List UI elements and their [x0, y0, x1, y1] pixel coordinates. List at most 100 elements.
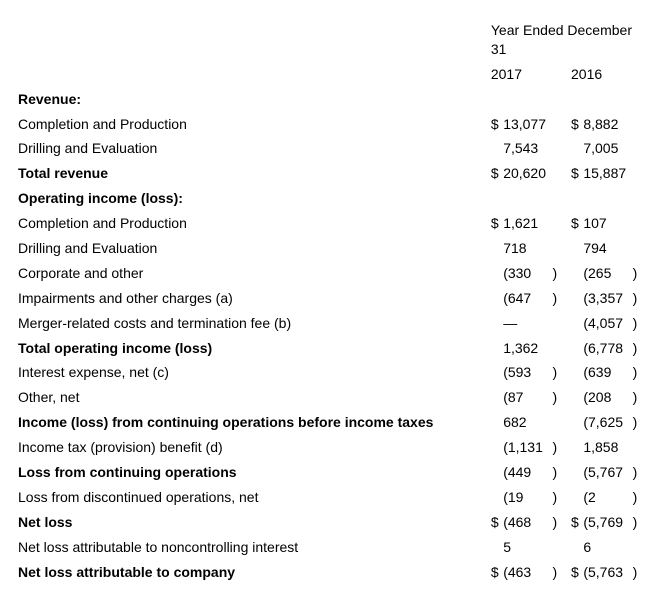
closing-paren — [553, 112, 563, 137]
row-label: Impairments and other charges (a) — [18, 286, 491, 311]
closing-paren — [633, 112, 643, 137]
closing-paren: ) — [633, 261, 643, 286]
currency-symbol — [491, 485, 503, 510]
closing-paren: ) — [633, 360, 643, 385]
currency-symbol — [491, 261, 503, 286]
currency-symbol: $ — [571, 161, 583, 186]
closing-paren: ) — [553, 261, 563, 286]
closing-paren — [553, 87, 563, 112]
currency-symbol — [571, 286, 583, 311]
value-cell: 8,882 — [583, 112, 632, 137]
value-cell: (330 — [503, 261, 552, 286]
row-label: Total revenue — [18, 161, 491, 186]
currency-symbol — [491, 236, 503, 261]
value-cell: 5 — [503, 535, 552, 560]
currency-symbol — [491, 136, 503, 161]
closing-paren: ) — [633, 311, 643, 336]
currency-symbol — [571, 385, 583, 410]
currency-symbol — [571, 87, 583, 112]
value-cell: (5,767 — [583, 460, 632, 485]
currency-symbol — [491, 410, 503, 435]
closing-paren: ) — [553, 286, 563, 311]
closing-paren: ) — [553, 385, 563, 410]
closing-paren — [633, 236, 643, 261]
row-label: Net loss attributable to noncontrolling … — [18, 535, 491, 560]
currency-symbol — [571, 410, 583, 435]
closing-paren — [553, 211, 563, 236]
currency-symbol — [491, 87, 503, 112]
closing-paren: ) — [553, 435, 563, 460]
value-cell — [503, 87, 552, 112]
closing-paren — [633, 186, 643, 211]
value-cell — [503, 186, 552, 211]
value-cell: 1,621 — [503, 211, 552, 236]
value-cell: (6,778 — [583, 336, 632, 361]
value-cell: (647 — [503, 286, 552, 311]
currency-symbol — [491, 286, 503, 311]
closing-paren: ) — [633, 510, 643, 535]
currency-symbol — [571, 136, 583, 161]
currency-symbol — [491, 360, 503, 385]
value-cell: 15,887 — [583, 161, 632, 186]
currency-symbol — [571, 186, 583, 211]
row-label: Corporate and other — [18, 261, 491, 286]
currency-symbol: $ — [571, 112, 583, 137]
closing-paren — [633, 211, 643, 236]
value-cell: 682 — [503, 410, 552, 435]
value-cell: (463 — [503, 560, 552, 585]
row-label: Income (loss) from continuing operations… — [18, 410, 491, 435]
closing-paren — [553, 311, 563, 336]
value-cell: (4,057 — [583, 311, 632, 336]
closing-paren: ) — [633, 286, 643, 311]
value-cell: (5,763 — [583, 560, 632, 585]
value-cell: (468 — [503, 510, 552, 535]
row-label: Loss from discontinued operations, net — [18, 485, 491, 510]
closing-paren — [633, 435, 643, 460]
value-cell: (449 — [503, 460, 552, 485]
closing-paren: ) — [553, 460, 563, 485]
value-cell: (19 — [503, 485, 552, 510]
currency-symbol — [491, 186, 503, 211]
value-cell: 107 — [583, 211, 632, 236]
row-label: Merger-related costs and termination fee… — [18, 311, 491, 336]
row-label: Net loss — [18, 510, 491, 535]
currency-symbol — [571, 535, 583, 560]
currency-symbol: $ — [571, 510, 583, 535]
closing-paren — [633, 136, 643, 161]
currency-symbol — [491, 535, 503, 560]
currency-symbol — [571, 311, 583, 336]
column-header-year: 2016 — [571, 62, 643, 87]
row-label: Interest expense, net (c) — [18, 360, 491, 385]
closing-paren: ) — [553, 360, 563, 385]
row-label: Loss from continuing operations — [18, 460, 491, 485]
row-label: Drilling and Evaluation — [18, 236, 491, 261]
currency-symbol — [491, 311, 503, 336]
closing-paren — [633, 535, 643, 560]
closing-paren — [553, 535, 563, 560]
value-cell: (3,357 — [583, 286, 632, 311]
closing-paren — [633, 87, 643, 112]
value-cell: (208 — [583, 385, 632, 410]
value-cell: 13,077 — [503, 112, 552, 137]
value-cell: (2 — [583, 485, 632, 510]
value-cell: 1,858 — [583, 435, 632, 460]
closing-paren: ) — [633, 560, 643, 585]
row-label: Total operating income (loss) — [18, 336, 491, 361]
value-cell — [583, 87, 632, 112]
closing-paren — [553, 236, 563, 261]
value-cell: (639 — [583, 360, 632, 385]
closing-paren: ) — [633, 485, 643, 510]
value-cell: 20,620 — [503, 161, 552, 186]
currency-symbol: $ — [571, 560, 583, 585]
row-label: Revenue: — [18, 87, 491, 112]
closing-paren: ) — [633, 385, 643, 410]
value-cell: 7,005 — [583, 136, 632, 161]
currency-symbol: $ — [491, 112, 503, 137]
value-cell: 6 — [583, 535, 632, 560]
row-label: Drilling and Evaluation — [18, 136, 491, 161]
currency-symbol — [571, 336, 583, 361]
row-label: Net loss attributable to company — [18, 560, 491, 585]
currency-symbol: $ — [491, 560, 503, 585]
currency-symbol — [571, 236, 583, 261]
currency-symbol — [571, 360, 583, 385]
